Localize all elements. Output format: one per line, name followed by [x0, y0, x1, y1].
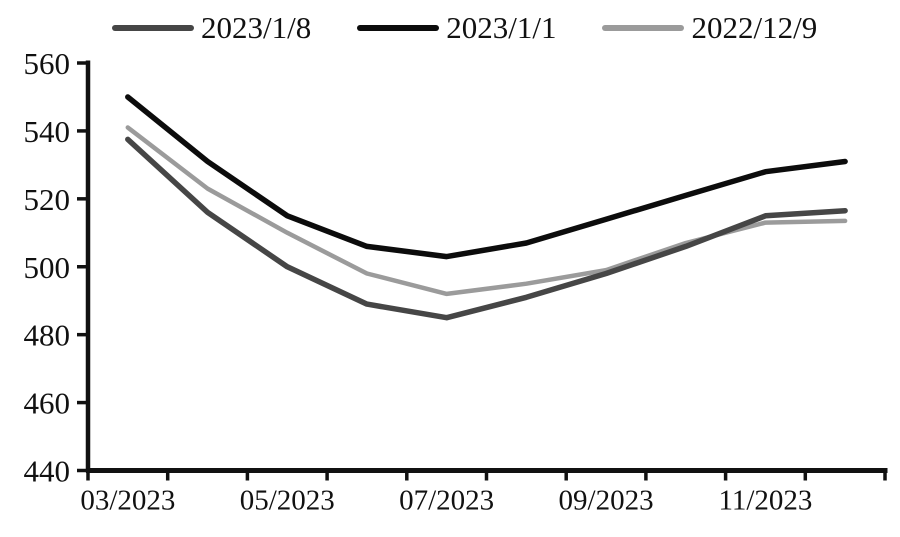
x-axis-tick-label: 03/2023 [80, 485, 175, 517]
y-axis-tick-label: 520 [24, 182, 71, 217]
series-line-2023-1-8 [125, 136, 848, 321]
x-axis-tick-label: 09/2023 [559, 485, 654, 517]
y-axis-tick-label: 560 [24, 46, 71, 81]
legend-label: 2023/1/8 [201, 10, 312, 45]
legend-item: 2022/12/9 [602, 12, 817, 43]
y-axis-tick-label: 440 [24, 454, 71, 489]
legend-item: 2023/1/1 [357, 12, 556, 43]
series-line-2022-12-9 [125, 125, 848, 297]
chart-legend: 2023/1/8 2023/1/1 2022/12/9 [112, 12, 817, 43]
y-axis-tick-label: 480 [24, 318, 71, 353]
y-axis-tick-label: 540 [24, 114, 71, 149]
series-line-2023-1-1 [125, 94, 848, 260]
legend-line-sample [112, 24, 194, 31]
y-axis-tick-label: 500 [24, 250, 71, 285]
legend-line-sample [357, 24, 440, 31]
x-axis-tick-label: 07/2023 [399, 485, 494, 517]
y-axis-tick-label: 460 [24, 386, 71, 421]
legend-label: 2022/12/9 [691, 10, 818, 45]
legend-line-sample [602, 24, 685, 31]
legend-label: 2023/1/1 [446, 10, 557, 45]
x-axis-tick-label: 05/2023 [240, 485, 335, 517]
x-axis-tick-label: 11/2023 [718, 485, 812, 517]
legend-item: 2023/1/8 [112, 12, 311, 43]
